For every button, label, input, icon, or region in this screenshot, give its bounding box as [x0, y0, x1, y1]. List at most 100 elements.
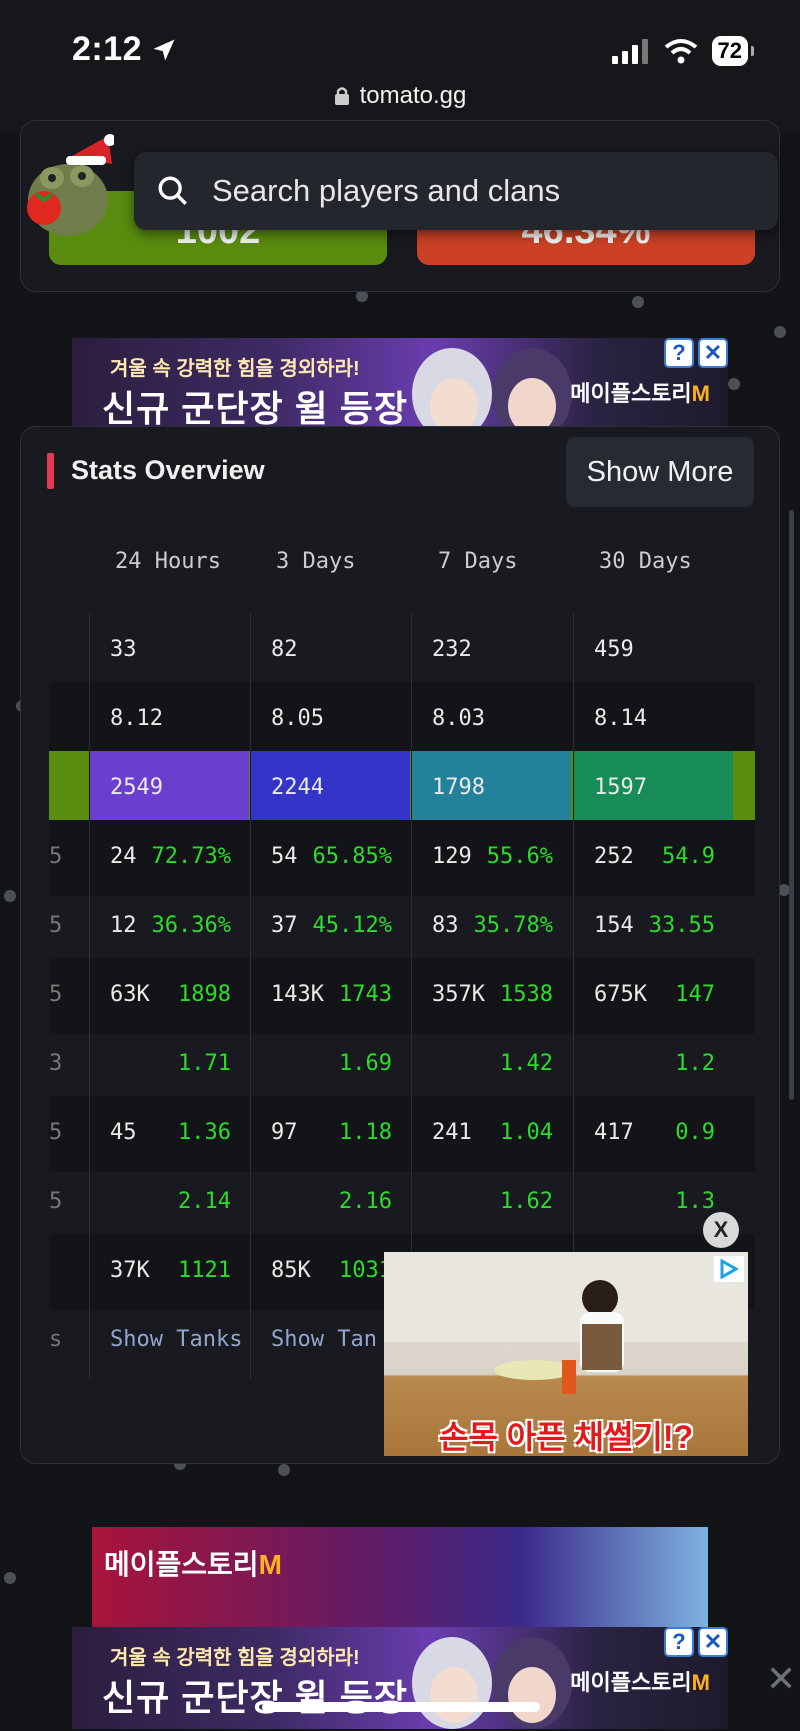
ad-controls: ? ✕	[664, 1627, 728, 1657]
table-cell: 8.03	[411, 682, 571, 758]
cell-value: 675K	[594, 982, 647, 1007]
cell-rating: 1.04	[500, 1120, 553, 1145]
ad-banner-top[interactable]: 겨울 속 강력한 힘을 경외하라! 신규 군단장 윌 등장 메이플스토리M ? …	[72, 338, 728, 440]
table-cell: 241 1.04	[411, 1096, 571, 1172]
table-row: 5 12 36.36% 37 45.12% 83 35.78% 154 33.55	[49, 889, 755, 965]
table-cell: 8.14	[573, 682, 733, 758]
table-row: 5 24 72.73% 54 65.85% 129 55.6% 252 54.9	[49, 820, 755, 896]
cell-rating: 147	[675, 982, 715, 1007]
cell-rating: 1.62	[500, 1189, 553, 1214]
ad-controls: ? ✕	[664, 338, 728, 368]
ad-brand: 메이플스토리M	[570, 381, 710, 406]
show-tanks-link[interactable]: Show Tanks	[110, 1327, 243, 1352]
status-bar: 2:12 72 tomato.gg	[0, 0, 800, 130]
cell-value: 1798	[432, 775, 485, 800]
ad-banner-bottom[interactable]: 겨울 속 강력한 힘을 경외하라! 신규 군단장 윌 등장 메이플스토리M ? …	[72, 1627, 728, 1729]
ad-close-icon[interactable]: ✕	[698, 338, 728, 368]
table-cell: 82	[250, 613, 410, 689]
ad-choices-icon[interactable]	[714, 1256, 744, 1282]
table-cell: 45 1.36	[89, 1096, 249, 1172]
cell-value: 2549	[110, 775, 163, 800]
cell-value: 241	[432, 1120, 472, 1145]
table-cell: 24 72.73%	[89, 820, 249, 896]
snow-dot	[4, 1572, 16, 1584]
close-ad-button[interactable]: X	[703, 1212, 739, 1248]
status-indicators: 72	[611, 36, 755, 66]
table-cell[interactable]: Show Tan	[250, 1303, 410, 1379]
snow-dot	[4, 890, 16, 902]
cell-value: 85K	[271, 1258, 311, 1283]
cell-rating: 0.9	[675, 1120, 715, 1145]
cell-value: 143K	[271, 982, 324, 1007]
table-cell: 1597	[573, 751, 733, 827]
cell-value: 24	[110, 844, 137, 869]
table-cell[interactable]: Show Tanks	[89, 1303, 249, 1379]
column-header-3d[interactable]: 3 Days	[276, 549, 356, 574]
table-cell: 459	[573, 613, 733, 689]
show-tanks-link[interactable]: Show Tan	[271, 1327, 377, 1352]
table-cell: 8.05	[250, 682, 410, 758]
cell-value: 232	[432, 637, 472, 662]
cell-rating: 1.71	[178, 1051, 231, 1076]
url-text: tomato.gg	[359, 82, 467, 109]
cell-rating: 45.12%	[312, 913, 392, 938]
home-indicator[interactable]	[262, 1702, 540, 1712]
table-cell: 85K 1031	[250, 1234, 410, 1310]
ad-close-icon[interactable]: ✕	[698, 1627, 728, 1657]
table-cell: 2549	[89, 751, 249, 827]
column-header-30d[interactable]: 30 Days	[599, 549, 692, 574]
ad-character-image	[412, 348, 572, 440]
row-label-edge: 3	[49, 1051, 63, 1076]
table-cell: 33	[89, 613, 249, 689]
table-cell: 143K 1743	[250, 958, 410, 1034]
table-cell: 8.12	[89, 682, 249, 758]
cell-rating: 2.14	[178, 1189, 231, 1214]
cell-value: 37	[271, 913, 298, 938]
cell-value: 37K	[110, 1258, 150, 1283]
table-row: 3 1.71 1.69 1.42 1.2	[49, 1027, 755, 1103]
show-more-button[interactable]: Show More	[566, 437, 754, 507]
column-header-7d[interactable]: 7 Days	[438, 549, 518, 574]
cell-rating: 1121	[178, 1258, 231, 1283]
table-cell: 37 45.12%	[250, 889, 410, 965]
table-cell: 232	[411, 613, 571, 689]
ad-headline: 신규 군단장 윌 등장	[102, 388, 408, 429]
cell-rating: 33.55	[648, 913, 715, 938]
cell-value: 82	[271, 637, 298, 662]
snow-dot	[632, 296, 644, 308]
page-scrollbar[interactable]	[789, 510, 794, 1100]
cell-value: 129	[432, 844, 472, 869]
address-bar[interactable]: tomato.gg	[0, 82, 800, 110]
ad-brand: 메이플스토리M	[104, 1549, 282, 1580]
close-icon[interactable]: ✕	[766, 1658, 797, 1699]
floating-video-ad[interactable]: 손목 아픈 채썰기!?	[384, 1252, 748, 1456]
cell-rating: 1.69	[339, 1051, 392, 1076]
status-time: 2:12	[72, 30, 178, 69]
battery-level: 72	[711, 36, 755, 66]
column-header-24h[interactable]: 24 Hours	[115, 549, 221, 574]
row-label-edge: s	[49, 1327, 63, 1352]
cell-rating: 1.42	[500, 1051, 553, 1076]
tomato-frog-logo-icon[interactable]	[22, 134, 114, 238]
table-row: s Show Tanks Show Tan	[49, 1303, 755, 1379]
table-cell: 97 1.18	[250, 1096, 410, 1172]
cell-rating: 35.78%	[473, 913, 553, 938]
cell-rating: 54.9	[662, 844, 715, 869]
ad-info-icon[interactable]: ?	[664, 338, 694, 368]
table-cell: 1.62	[411, 1165, 571, 1241]
table-cell: 2.14	[89, 1165, 249, 1241]
table-row: 33 82 232 459	[49, 613, 755, 689]
ad-info-icon[interactable]: ?	[664, 1627, 694, 1657]
ad-character-image	[412, 1637, 572, 1729]
cell-rating: 65.85%	[312, 844, 392, 869]
table-cell: 1798	[411, 751, 571, 827]
cell-rating: 1743	[339, 982, 392, 1007]
row-label-edge: 5	[49, 982, 63, 1007]
cell-value: 154	[594, 913, 634, 938]
cell-value: 2244	[271, 775, 324, 800]
ad-banner-middle[interactable]: 메이플스토리M	[92, 1527, 708, 1627]
snow-dot	[278, 1464, 290, 1476]
cell-rating: 1.18	[339, 1120, 392, 1145]
search-input[interactable]: Search players and clans	[134, 152, 778, 230]
cell-value: 83	[432, 913, 459, 938]
